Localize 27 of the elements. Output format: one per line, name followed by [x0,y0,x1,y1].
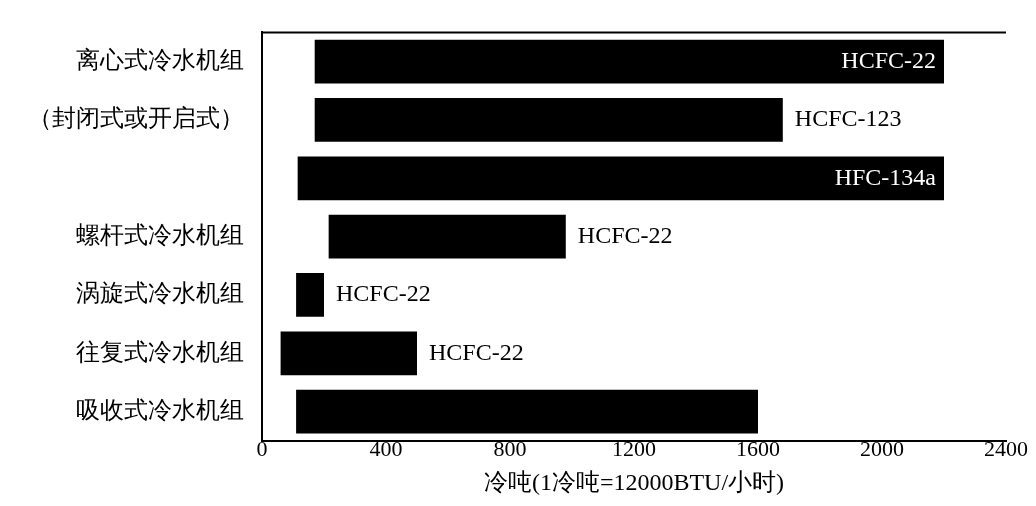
bar [314,98,783,142]
bar [280,331,417,376]
bar [314,39,944,84]
x-tick-label: 1200 [612,435,656,461]
y-tick-label: 涡旋式冷水机组 [76,280,244,307]
bar [296,273,324,317]
y-tick-label: 离心式冷水机组 [76,46,244,73]
x-tick-label: 800 [493,435,527,461]
bar [328,214,566,259]
x-tick-label: 2400 [984,435,1028,461]
y-tick-label: 吸收式冷水机组 [76,396,244,423]
y-tick-label: 螺杆式冷水机组 [76,221,244,248]
data-label: HFC-134a [834,163,937,190]
data-label: HCFC-22 [577,221,673,248]
x-tick-label: 0 [256,435,268,461]
data-label: HCFC-22 [336,280,431,307]
x-tick-label: 1600 [736,435,780,461]
data-label: HCFC-22 [841,46,936,73]
bar [296,389,758,434]
data-label: HCFC-123 [794,105,902,132]
y-tick-label: （封闭式或开启式） [28,105,244,132]
x-tick-label: 400 [369,435,403,461]
bar [297,156,944,201]
y-tick-label: 往复式冷水机组 [76,338,244,365]
data-label: HCFC-22 [429,338,524,365]
x-tick-label: 2000 [860,435,904,461]
x-axis-title: 冷吨(1冷吨=12000BTU/小时) [483,468,785,495]
